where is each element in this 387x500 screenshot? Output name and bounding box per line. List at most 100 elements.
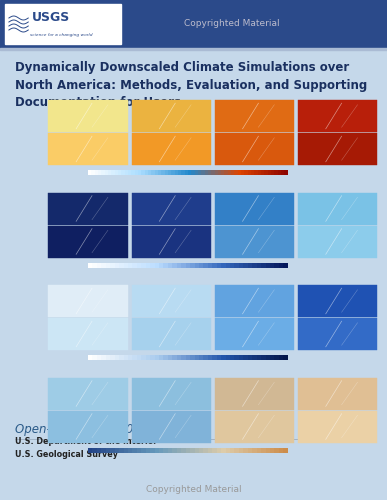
Bar [230,448,235,452]
Bar [243,355,248,360]
Bar [239,262,244,268]
Bar [48,378,128,410]
Bar [238,170,241,175]
Bar [92,355,97,360]
Bar [150,355,155,360]
Bar [151,170,155,175]
Bar [175,170,178,175]
Bar [154,262,159,268]
Text: science for a changing world: science for a changing world [30,33,92,37]
Bar [48,318,128,350]
Bar [226,355,230,360]
Bar [106,262,111,268]
Bar [48,100,128,132]
Bar [150,448,155,452]
Bar [97,262,102,268]
Bar [239,355,244,360]
Bar [98,170,102,175]
Bar [101,448,106,452]
Bar [138,170,142,175]
Bar [88,448,93,452]
Bar [168,170,172,175]
Bar [119,262,124,268]
Bar [199,262,204,268]
Bar [132,285,211,317]
Bar [245,170,248,175]
Bar [298,133,377,165]
Text: Open-File Report 2011–1238: Open-File Report 2011–1238 [15,423,185,436]
Bar [111,170,115,175]
Bar [132,355,137,360]
Bar [270,262,275,268]
Bar [132,133,211,165]
Bar [110,355,115,360]
Bar [110,262,115,268]
Bar [190,355,195,360]
Bar [235,355,239,360]
Bar [298,410,377,442]
Bar [211,170,215,175]
Bar [148,170,152,175]
Bar [252,448,257,452]
Bar [48,226,128,258]
Bar [181,355,186,360]
Bar [235,262,239,268]
Bar [204,262,208,268]
Bar [201,170,205,175]
Bar [274,170,278,175]
Bar [257,262,262,268]
Bar [257,355,262,360]
Bar [92,262,97,268]
Bar [132,192,211,224]
Bar [48,192,128,224]
Bar [298,378,377,410]
Bar [178,170,182,175]
Bar [224,170,228,175]
Bar [141,262,146,268]
Bar [212,355,217,360]
Bar [185,170,188,175]
Bar [221,170,225,175]
Bar [298,226,377,258]
Bar [128,355,133,360]
Bar [150,262,155,268]
Bar [154,448,159,452]
Bar [88,355,93,360]
Bar [265,448,271,452]
Bar [159,262,164,268]
Bar [298,285,377,317]
Bar [118,170,122,175]
Bar [298,100,377,132]
Bar [95,170,98,175]
Bar [283,448,288,452]
Bar [172,355,177,360]
Bar [125,170,128,175]
Bar [88,262,93,268]
Bar [283,262,288,268]
Bar [92,448,97,452]
Bar [191,170,195,175]
Bar [215,378,294,410]
Bar [128,448,133,452]
Text: Dynamically Downscaled Climate Simulations over
North America: Methods, Evaluati: Dynamically Downscaled Climate Simulatio… [15,61,368,109]
Bar [177,262,182,268]
Bar [122,170,125,175]
Bar [195,262,199,268]
Bar [168,448,173,452]
Bar [0,0,387,48]
Bar [164,170,168,175]
Bar [217,448,221,452]
Bar [181,262,186,268]
Bar [221,262,226,268]
Bar [255,170,258,175]
Bar [298,192,377,224]
Bar [261,355,266,360]
Bar [158,170,162,175]
Bar [274,262,279,268]
Bar [106,355,111,360]
Bar [137,262,142,268]
Bar [221,448,226,452]
Bar [239,448,244,452]
Bar [0,48,387,50]
Bar [177,355,182,360]
